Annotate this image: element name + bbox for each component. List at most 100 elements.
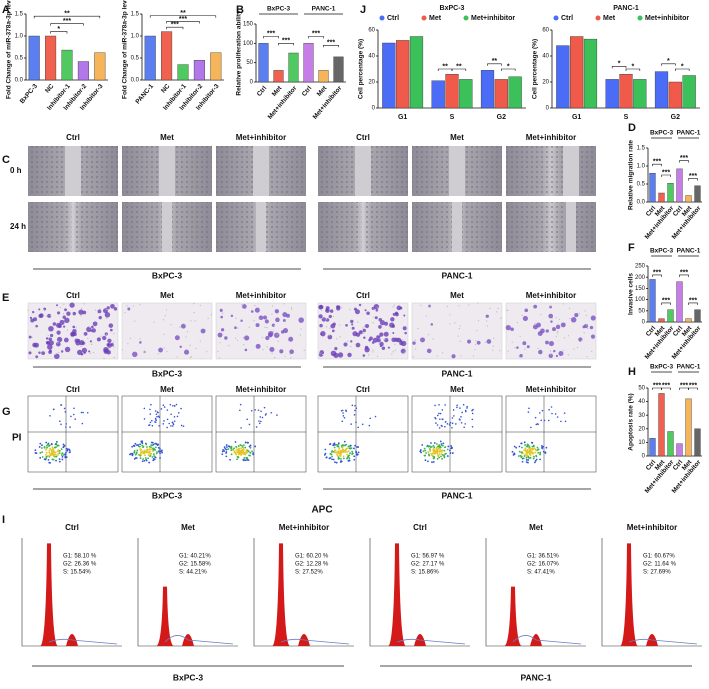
y-tick-label: 250 [635,264,646,270]
stained-cell [379,320,386,326]
event [221,450,224,453]
event [48,450,51,452]
event [152,443,155,446]
y-tick-label: 0.5 [15,56,24,62]
column-label: Ctrl [66,133,80,142]
event [337,444,339,446]
y-tick-label: 0.0 [637,200,646,206]
stained-cell [548,353,553,359]
event [158,425,160,427]
pore [401,339,403,341]
significance-label: *** [653,269,661,276]
event [525,454,527,456]
significance-label: *** [653,159,661,166]
event [346,457,348,460]
event [60,448,63,450]
event [345,410,348,412]
stained-cell [384,338,389,343]
event [152,459,155,462]
event [443,446,446,449]
pore [549,350,552,352]
event [451,422,454,425]
y-axis-label: Cell percentage (%) [532,39,539,99]
bar [431,80,445,109]
event [433,442,436,444]
event [173,420,176,422]
pore [489,307,491,310]
event [169,403,172,406]
pore [237,327,239,329]
pore [127,343,129,345]
significance-bracket [661,387,671,390]
pore [583,332,585,334]
event [442,444,444,447]
pore [106,308,108,311]
pore [132,305,134,307]
pore [392,351,394,353]
g1-peak [272,543,290,646]
significance-label: *** [312,31,320,38]
significance-label: *** [689,173,697,180]
pore [89,326,91,328]
pore [261,336,263,338]
event [70,415,72,418]
event [49,454,51,457]
bar [649,172,656,203]
stained-cell [255,343,261,349]
event [147,457,150,460]
pore [516,321,519,324]
stained-cell [267,332,273,338]
event [133,452,136,454]
pore [112,341,114,343]
flow-plot [121,395,213,473]
event [86,411,89,414]
pore [271,352,273,354]
pore [217,350,219,352]
phase-stat: S: 27.52% [295,570,323,576]
event [61,452,63,455]
event [225,444,228,446]
event [163,420,165,422]
event [433,449,436,451]
bar [694,428,701,457]
event [428,454,431,457]
stained-cell [217,332,223,338]
stained-cell [350,319,354,324]
stained-cell [510,327,514,332]
pore [47,334,49,337]
pore [458,305,460,307]
column-label: Met [160,133,174,142]
event [148,451,150,453]
x-tick-label: S [450,114,455,121]
event [431,452,434,455]
bar [685,398,692,457]
y-tick-label: 100 [243,41,254,47]
phase-stat: G2: 27.17 % [411,562,445,568]
panel-label: J [360,4,366,16]
event [347,455,350,457]
event [150,419,153,422]
y-tick-label: 200 [635,275,646,281]
event [250,409,253,412]
pore [569,317,571,320]
bar [694,185,701,203]
significance-bracket [679,160,689,163]
event [69,426,71,428]
wound-gap [361,202,365,252]
event [436,414,439,417]
pore [170,324,172,326]
stained-cell [318,314,323,319]
legend-label: Ctrl [387,15,399,22]
event [471,409,473,412]
event [39,452,42,454]
pore [84,342,86,344]
pore [585,324,587,326]
column-label: Met+inhibitor [279,523,329,532]
pore [425,315,427,317]
pore [372,322,374,324]
stained-cell [366,311,370,315]
pore [429,305,432,307]
x-tick-label: NC [160,83,172,95]
pore [283,303,285,305]
event [430,445,433,448]
